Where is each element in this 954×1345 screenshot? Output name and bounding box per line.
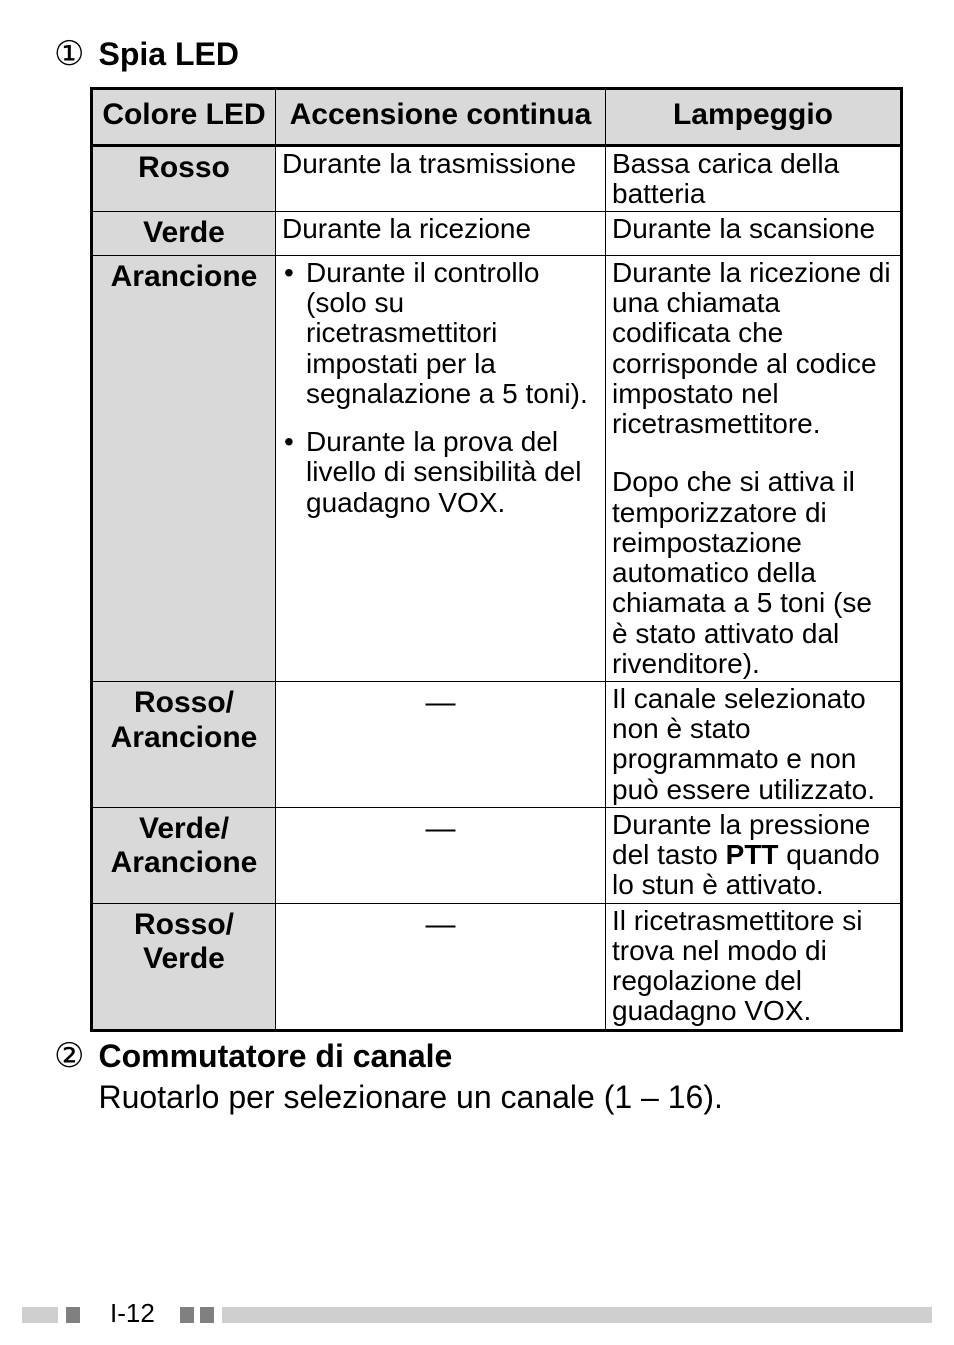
section-2-title: Commutatore di canale: [98, 1038, 722, 1075]
page: ① Spia LED Colore LED Accensione continu…: [0, 0, 954, 1345]
row-rosso-verde-continua: —: [276, 903, 606, 1030]
label-line: Verde/: [139, 812, 229, 845]
led-table: Colore LED Accensione continua Lampeggio…: [90, 87, 903, 1032]
row-rosso-arancione-continua: —: [276, 682, 606, 808]
row-rosso-lampeggio: Bassa carica della batteria: [606, 146, 902, 212]
table-row: Verde/ Arancione — Durante la pressione …: [92, 807, 902, 903]
row-verde-continua: Durante la ricezione: [276, 212, 606, 256]
table-row: Verde Durante la ricezione Durante la sc…: [92, 212, 902, 256]
th-accensione: Accensione continua: [276, 89, 606, 146]
arancione-lampeggio-p1: Durante la ricezione di una chiamata cod…: [612, 258, 894, 439]
row-rosso-verde-label: Rosso/ Verde: [92, 903, 276, 1030]
footer-block: [22, 1307, 58, 1323]
section-1-title: Spia LED: [98, 36, 238, 73]
row-arancione-label: Arancione: [92, 255, 276, 681]
table-row: Rosso/ Arancione — Il canale selezionato…: [92, 682, 902, 808]
section-2-text-block: Commutatore di canale Ruotarlo per selez…: [98, 1038, 722, 1116]
arancione-lampeggio-p2: Dopo che si attiva il temporizzatore di …: [612, 467, 894, 679]
th-lampeggio: Lampeggio: [606, 89, 902, 146]
table-row: Rosso/ Verde — Il ricetrasmettitore si t…: [92, 903, 902, 1030]
section-1-heading: ① Spia LED: [54, 36, 900, 73]
table-row: Arancione Durante il controllo (solo su …: [92, 255, 902, 681]
section-2-heading: ② Commutatore di canale Ruotarlo per sel…: [54, 1038, 900, 1116]
text-bold: PTT: [726, 839, 779, 870]
arancione-bullet-list: Durante il controllo (solo su ricetrasme…: [276, 256, 605, 522]
row-verde-arancione-lampeggio: Durante la pressione del tasto PTT quand…: [606, 807, 902, 903]
table-header-row: Colore LED Accensione continua Lampeggio: [92, 89, 902, 146]
section-1-marker: ①: [54, 37, 84, 71]
section-2-body: Ruotarlo per selezionare un canale (1 – …: [98, 1079, 722, 1116]
row-rosso-arancione-label: Rosso/ Arancione: [92, 682, 276, 808]
row-verde-arancione-label: Verde/ Arancione: [92, 807, 276, 903]
list-item: Durante il controllo (solo su ricetrasme…: [280, 258, 601, 409]
row-rosso-arancione-lampeggio: Il canale selezionato non è stato progra…: [606, 682, 902, 808]
row-rosso-label: Rosso: [92, 146, 276, 212]
list-item: Durante la prova del livello di sensibil…: [280, 427, 601, 518]
footer-block: [180, 1307, 194, 1323]
row-arancione-continua: Durante il controllo (solo su ricetrasme…: [276, 255, 606, 681]
th-colore: Colore LED: [92, 89, 276, 146]
footer-block: [222, 1307, 932, 1323]
footer-block: [66, 1307, 80, 1323]
label-line: Rosso/: [134, 686, 234, 719]
row-verde-lampeggio: Durante la scansione: [606, 212, 902, 256]
table-row: Rosso Durante la trasmissione Bassa cari…: [92, 146, 902, 212]
row-rosso-verde-lampeggio: Il ricetrasmettitore si trova nel modo d…: [606, 903, 902, 1030]
label-line: Arancione: [111, 721, 258, 754]
section-2-marker: ②: [54, 1039, 84, 1073]
row-arancione-lampeggio: Durante la ricezione di una chiamata cod…: [606, 255, 902, 681]
footer-block: [200, 1307, 214, 1323]
page-number: I-12: [104, 1298, 161, 1329]
row-verde-label: Verde: [92, 212, 276, 256]
row-verde-arancione-continua: —: [276, 807, 606, 903]
label-line: Arancione: [111, 846, 258, 879]
row-rosso-continua: Durante la trasmissione: [276, 146, 606, 212]
